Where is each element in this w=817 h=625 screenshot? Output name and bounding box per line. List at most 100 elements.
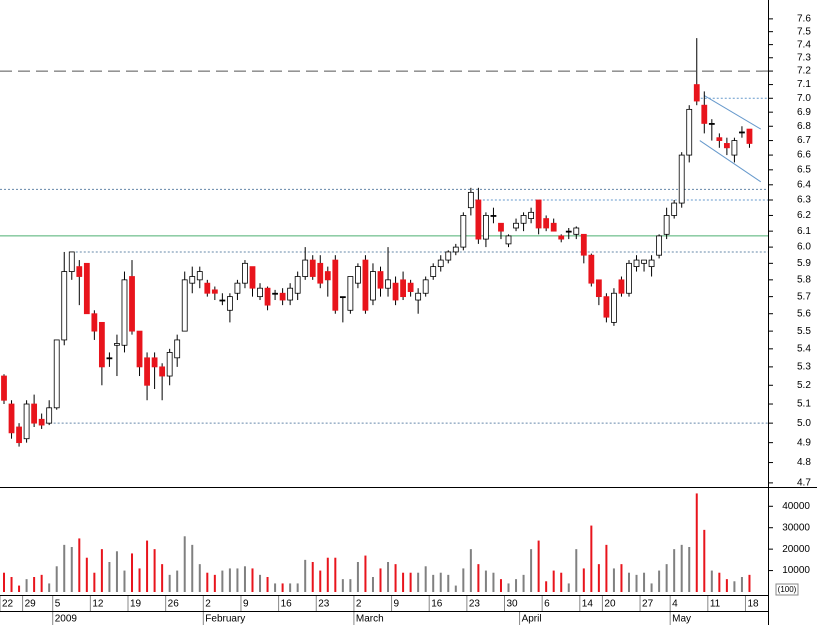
candle-body	[144, 357, 150, 386]
volume-bar	[93, 572, 96, 592]
candle-body	[294, 276, 301, 294]
y-tick-label: 6.4	[797, 179, 811, 190]
candle-body	[678, 154, 685, 204]
volume-bar	[439, 572, 442, 592]
x-tick-label: 14	[582, 599, 594, 610]
volume-unit: (100)	[778, 585, 797, 594]
x-tick-label: 4	[672, 599, 678, 610]
candle-body	[626, 262, 632, 294]
volume-bar	[259, 574, 262, 592]
volume-bar	[3, 572, 5, 592]
x-tick-label: 16	[281, 599, 293, 610]
candle-body	[430, 266, 437, 277]
volume-bar	[266, 577, 269, 592]
volume-bar	[100, 549, 103, 592]
candle-body	[272, 292, 278, 295]
volume-bar	[469, 549, 472, 592]
volume-bar	[206, 572, 209, 592]
candle-body	[61, 271, 68, 341]
volume-bar	[356, 562, 359, 592]
volume-bar	[33, 577, 36, 592]
volume-bar	[85, 557, 88, 592]
candle-body	[641, 259, 647, 264]
volume-tick-label: 40000	[782, 501, 810, 512]
y-tick-label: 7.1	[797, 79, 811, 90]
candle-body	[257, 287, 263, 298]
candle-body	[746, 128, 753, 144]
y-tick-label: 6.1	[797, 226, 811, 237]
y-tick-label: 5.6	[797, 308, 811, 319]
volume-bar	[274, 583, 277, 592]
candle-body	[573, 227, 580, 235]
volume-bar	[168, 574, 171, 592]
y-tick-label: 6.6	[797, 150, 811, 161]
volume-bar	[48, 583, 51, 592]
volume-bar	[25, 579, 28, 592]
candle-body	[16, 426, 22, 444]
x-tick-label: 11	[710, 599, 721, 610]
y-tick-label: 5.7	[797, 291, 811, 302]
candle-body	[693, 84, 700, 102]
candle-body	[400, 279, 406, 298]
candle-body	[129, 276, 135, 332]
candle-body	[98, 321, 105, 368]
candle-body	[31, 403, 38, 424]
candle-body	[528, 211, 534, 219]
x-tick-label: 26	[168, 599, 180, 610]
volume-bar	[567, 583, 570, 592]
volume-bar	[334, 557, 337, 592]
candle-body	[723, 143, 730, 149]
volume-bar	[123, 570, 126, 592]
y-tick-label: 4.9	[797, 437, 811, 448]
candle-body	[452, 246, 459, 253]
candle-body	[151, 357, 158, 368]
volume-bar	[522, 574, 525, 592]
x-tick-label: 27	[642, 599, 654, 610]
y-tick-label: 6.5	[797, 164, 811, 175]
candle-body	[264, 287, 271, 306]
month-label: March	[356, 614, 384, 625]
x-tick-label: 18	[747, 599, 759, 610]
volume-bar	[688, 547, 691, 592]
candle-body	[219, 299, 226, 302]
volume-bar	[680, 544, 683, 592]
volume-bar	[612, 568, 615, 592]
y-tick-label: 5.0	[797, 418, 811, 429]
x-tick-label: 6	[544, 599, 550, 610]
candle-body	[46, 407, 53, 424]
y-tick-label: 6.2	[797, 210, 811, 221]
candle-body	[716, 137, 723, 141]
candle-body	[565, 230, 572, 233]
x-tick-label: 5	[55, 599, 61, 610]
volume-bar	[417, 572, 420, 592]
y-tick-label: 5.2	[797, 380, 811, 391]
candle-body	[287, 287, 294, 301]
x-tick-label: 12	[92, 599, 104, 610]
candle-body	[91, 313, 98, 332]
volume-bar	[507, 583, 510, 592]
candle-body	[633, 259, 640, 268]
x-tick-label: 9	[394, 599, 400, 610]
volume-bar	[673, 549, 676, 592]
volume-bar	[582, 568, 585, 592]
volume-bar	[311, 562, 314, 592]
candle-body	[377, 271, 384, 289]
volume-bar	[146, 540, 149, 592]
x-tick-label: 20	[604, 599, 616, 610]
x-tick-label: 2	[356, 599, 362, 610]
volume-bar	[530, 549, 533, 592]
candle-body	[437, 259, 444, 268]
volume-bar	[477, 564, 480, 592]
volume-bar	[108, 562, 111, 592]
candle-body	[347, 276, 354, 311]
volume-bar	[70, 547, 73, 592]
volume-bar	[740, 577, 743, 592]
volume-bar	[695, 493, 698, 592]
volume-bar	[387, 562, 390, 592]
candle-body	[490, 215, 497, 217]
candle-body	[339, 296, 346, 299]
month-label: 2009	[55, 614, 78, 625]
volume-bar	[597, 564, 600, 592]
candle-body	[23, 403, 30, 440]
